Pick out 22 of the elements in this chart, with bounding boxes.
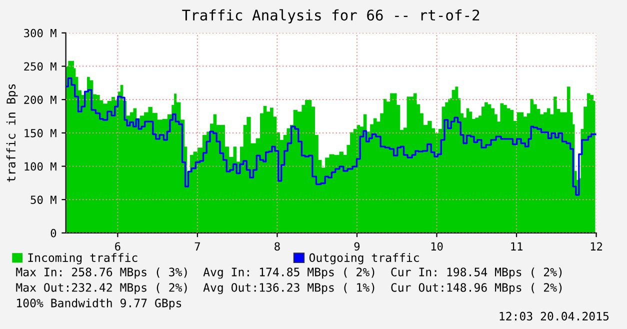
y-tick-label: 100 M bbox=[24, 162, 56, 171]
chart-title: Traffic Analysis for 66 -- rt-of-2 bbox=[182, 9, 480, 24]
x-tick-label: 12 bbox=[590, 242, 602, 250]
text: 100% Bandwidth 9.77 GBps bbox=[17, 298, 182, 310]
x-tick-label: 9 bbox=[354, 242, 360, 251]
text: Max In: 258.76 MBps ( 3%) Avg In: 174.85 MBps ( 2%) Cur In: 198.54 MBps ( 2%) bbox=[16, 267, 562, 279]
x-tick-label: 8 bbox=[274, 242, 280, 251]
text: Max Out:232.42 MBps ( 2%) Avg Out:136.23 MBps ( 1%) Cur Out:148.96 MBps ( 2%) bbox=[16, 282, 562, 294]
y-tick-label: 150 M bbox=[24, 128, 56, 138]
x-tick-label: 11 bbox=[511, 242, 522, 250]
legend-label: Outgoing traffic bbox=[309, 253, 419, 264]
y-tick-label: 300 M bbox=[24, 28, 56, 38]
legend-label: Incoming traffic bbox=[28, 253, 138, 264]
y-axis-title: traffic in Bps bbox=[6, 84, 18, 182]
x-tick-label: 10 bbox=[431, 242, 443, 251]
y-tick-label: 0 bbox=[50, 228, 56, 238]
x-tick-label: 6 bbox=[115, 242, 120, 251]
text: 12:03 20.04.2015 bbox=[500, 312, 609, 321]
y-tick-label: 250 M bbox=[24, 62, 56, 71]
x-tick-label: 7 bbox=[194, 242, 200, 250]
y-tick-label: 200 M bbox=[24, 96, 56, 104]
y-tick-label: 50 M bbox=[30, 196, 56, 204]
